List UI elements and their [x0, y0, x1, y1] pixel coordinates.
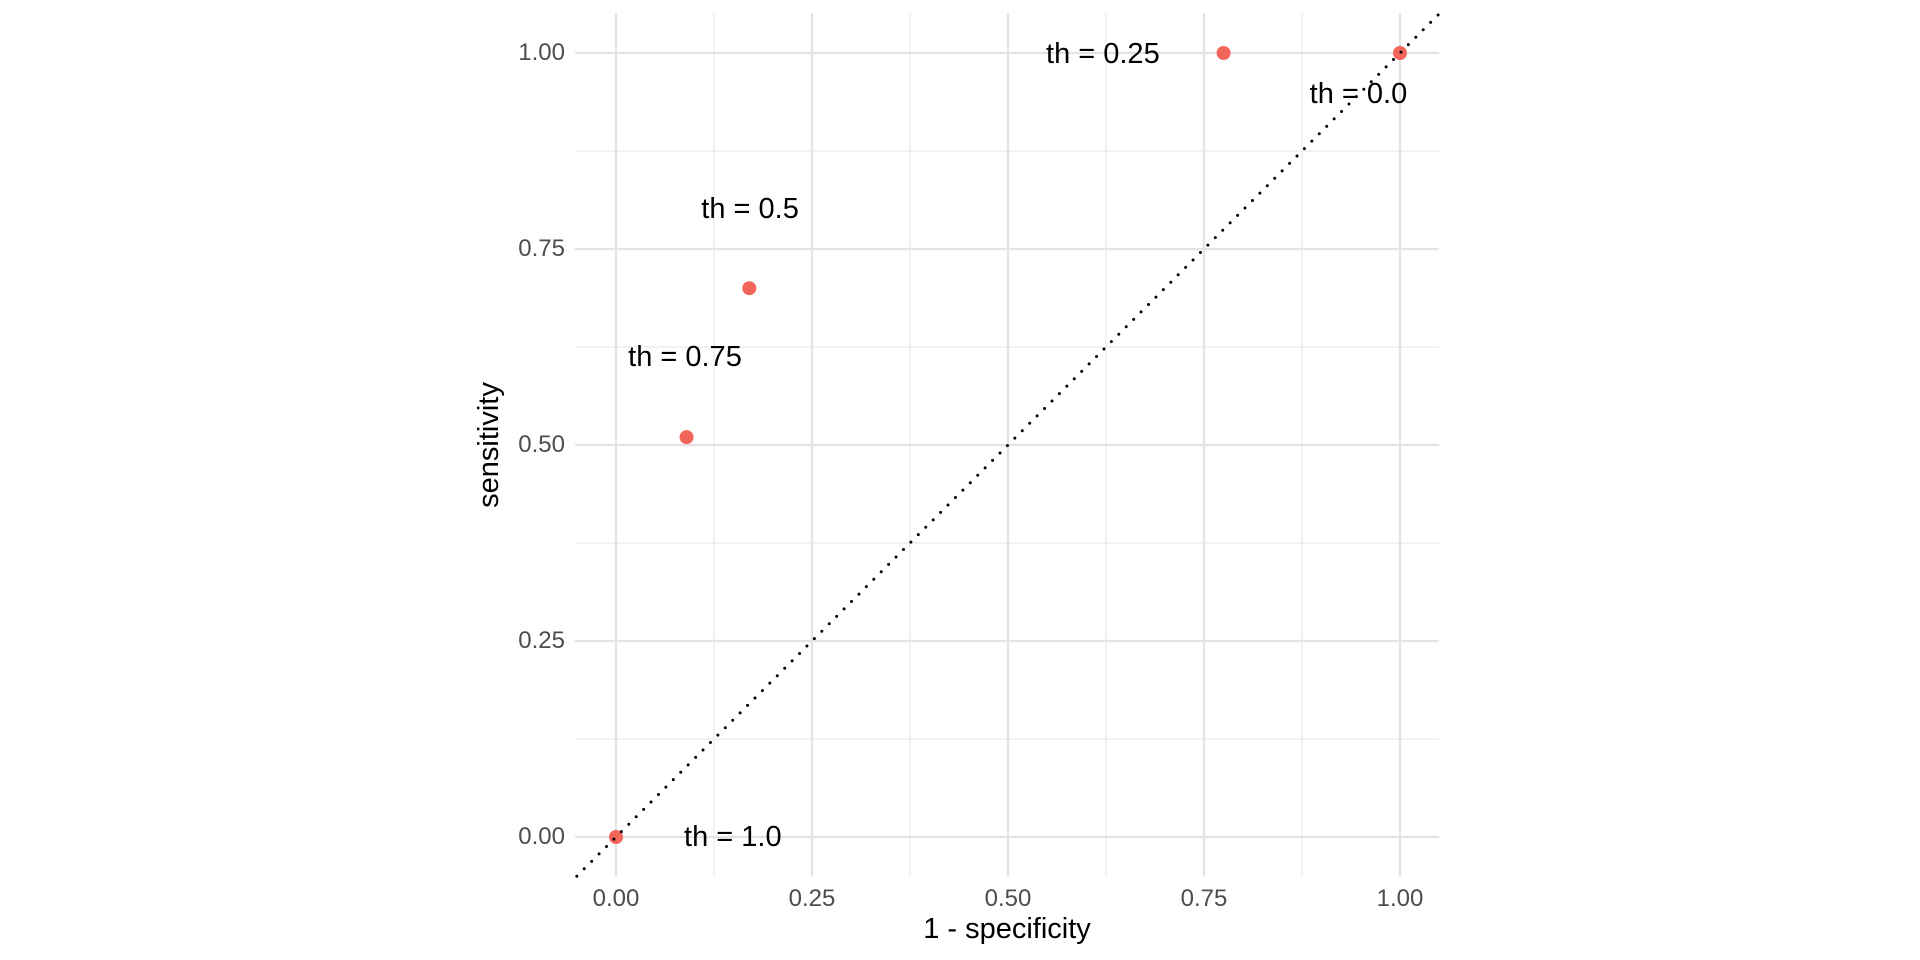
y-tick-label-0.25: 0.25 — [518, 627, 565, 654]
roc-point-th-0.25 — [1216, 46, 1231, 60]
threshold-annotation-0.5: th = 0.5 — [701, 193, 799, 226]
threshold-annotation-0.75: th = 0.75 — [628, 341, 742, 374]
y-tick-label-0.00: 0.00 — [518, 823, 565, 850]
roc-point-th-1.0 — [609, 830, 623, 844]
y-tick-label-0.75: 0.75 — [518, 235, 565, 262]
roc-point-th-0.5 — [742, 281, 757, 296]
threshold-annotation-0.25: th = 0.25 — [1046, 37, 1160, 70]
identity-reference-line — [575, 12, 1441, 878]
threshold-annotation-1.0: th = 1.0 — [684, 821, 782, 853]
x-tick-label-0.75: 0.75 — [1180, 885, 1228, 912]
y-axis-title: sensitivity — [473, 382, 505, 508]
x-tick-label-0.50: 0.50 — [984, 885, 1032, 912]
x-tick-label-0.00: 0.00 — [592, 885, 640, 912]
roc-point-th-0.75 — [679, 430, 694, 445]
x-tick-label-0.25: 0.25 — [788, 885, 836, 912]
y-tick-label-0.50: 0.50 — [518, 431, 565, 458]
threshold-annotation-0.0: th = 0.0 — [1309, 77, 1408, 110]
y-tick-label-1.00: 1.00 — [518, 39, 565, 66]
x-axis-title: 1 - specificity — [923, 913, 1091, 945]
x-tick-label-1.00: 1.00 — [1376, 885, 1424, 912]
